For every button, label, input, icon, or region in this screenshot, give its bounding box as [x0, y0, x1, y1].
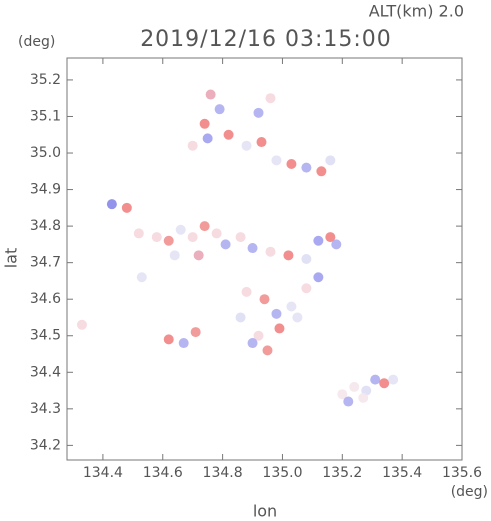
y-unit: (deg) — [18, 34, 55, 50]
echo-point — [163, 235, 174, 246]
echo-point — [301, 162, 312, 173]
echo-point — [337, 389, 348, 400]
echo-point — [76, 319, 87, 330]
x-unit: (deg) — [451, 484, 488, 500]
echo-point — [253, 330, 264, 341]
echo-point — [274, 323, 285, 334]
echo-point — [325, 232, 336, 243]
echo-point — [358, 392, 369, 403]
x-tick-label: 134.4 — [83, 465, 123, 481]
echo-point — [199, 221, 210, 232]
echo-point — [262, 345, 273, 356]
echo-point — [388, 374, 399, 385]
echo-point — [349, 381, 360, 392]
y-axis-label: lat — [2, 248, 21, 269]
echo-point — [283, 250, 294, 261]
echo-point — [169, 250, 180, 261]
echo-point — [178, 338, 189, 349]
echo-point — [271, 155, 282, 166]
echo-point — [136, 272, 147, 283]
echo-point — [187, 140, 198, 151]
y-tick-label: 34.3 — [30, 401, 61, 417]
echo-point — [247, 338, 258, 349]
echo-point — [265, 93, 276, 104]
echo-point — [202, 133, 213, 144]
echo-point — [325, 155, 336, 166]
echo-point — [214, 104, 225, 115]
echo-point — [343, 396, 354, 407]
echo-point — [211, 228, 222, 239]
echo-point — [220, 239, 231, 250]
x-tick-label: 135.4 — [382, 465, 422, 481]
x-axis-label: lon — [253, 502, 277, 521]
echo-point — [241, 286, 252, 297]
echo-point — [286, 158, 297, 169]
echo-point — [235, 232, 246, 243]
echo-point — [265, 246, 276, 257]
echo-point — [133, 228, 144, 239]
echo-point — [175, 224, 186, 235]
echo-point — [292, 312, 303, 323]
y-tick-label: 35.2 — [30, 72, 61, 88]
echo-point — [106, 199, 117, 210]
echo-point — [301, 283, 312, 294]
echo-point — [199, 118, 210, 129]
chart-title: 2019/12/16 03:15:00 — [140, 27, 392, 52]
x-tick-label: 134.6 — [143, 465, 183, 481]
y-tick-label: 34.4 — [30, 364, 61, 380]
echo-point — [256, 137, 267, 148]
echo-point — [379, 378, 390, 389]
echo-point — [313, 235, 324, 246]
echo-point — [253, 107, 264, 118]
y-tick-label: 35.0 — [30, 145, 61, 161]
echo-point — [190, 327, 201, 338]
echo-point — [370, 374, 381, 385]
echo-point — [331, 239, 342, 250]
x-tick-label: 135.6 — [442, 465, 482, 481]
x-tick-label: 135.2 — [322, 465, 362, 481]
y-tick-label: 34.6 — [30, 291, 61, 307]
y-tick-label: 34.7 — [30, 255, 61, 271]
echo-point — [163, 334, 174, 345]
echo-point — [223, 129, 234, 140]
y-tick-label: 35.1 — [30, 108, 61, 124]
echo-point — [313, 272, 324, 283]
y-tick-label: 34.8 — [30, 218, 61, 234]
echo-point — [235, 312, 246, 323]
echo-point — [286, 301, 297, 312]
plot-frame — [66, 57, 463, 461]
x-tick-label: 134.8 — [203, 465, 243, 481]
x-tick-label: 135.0 — [262, 465, 302, 481]
echo-point — [247, 243, 258, 254]
echo-point — [121, 202, 132, 213]
y-tick-label: 34.9 — [30, 182, 61, 198]
echo-point — [301, 254, 312, 264]
echo-point — [193, 250, 204, 261]
echo-point — [205, 89, 216, 100]
echo-point — [187, 232, 198, 243]
y-tick-label: 34.2 — [30, 437, 61, 453]
echo-point — [151, 232, 162, 243]
altitude-label: ALT(km) 2.0 — [369, 2, 464, 21]
echo-point — [316, 166, 327, 177]
echo-point — [271, 308, 282, 319]
echo-point — [241, 140, 252, 151]
y-tick-label: 34.5 — [30, 328, 61, 344]
echo-point — [259, 294, 270, 305]
